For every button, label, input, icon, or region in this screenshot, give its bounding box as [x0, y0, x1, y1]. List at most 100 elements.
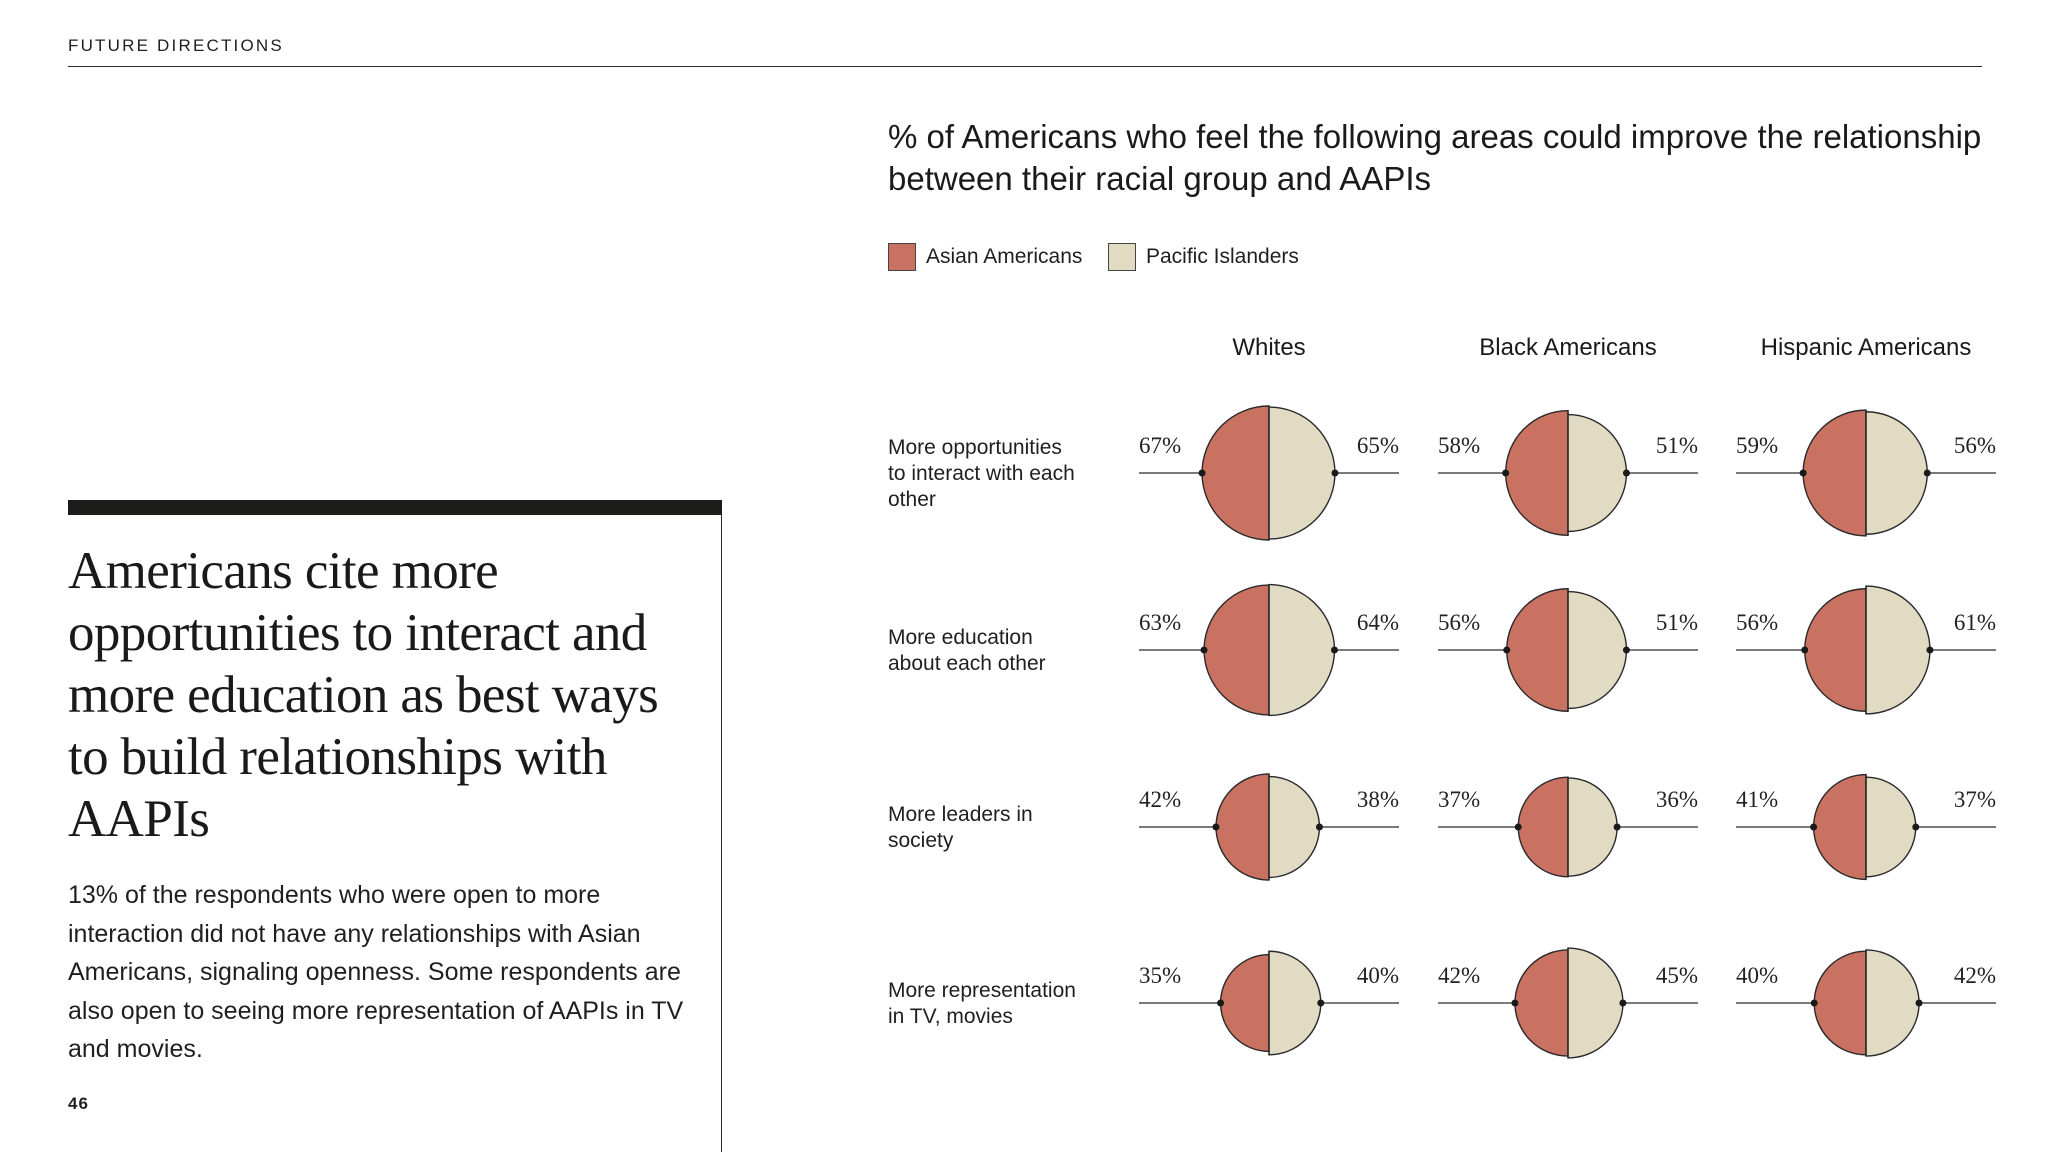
row-label-line: More representation — [888, 979, 1076, 1002]
data-label-pacific: 36% — [1656, 787, 1698, 812]
column-header: Hispanic Americans — [1761, 334, 1972, 361]
legend-swatch-pacific-islanders — [1108, 243, 1136, 271]
half-circle-asian-americans — [1215, 773, 1270, 881]
left-column-divider — [721, 515, 722, 1152]
data-label-asian: 37% — [1438, 787, 1480, 812]
dot-asian — [1217, 999, 1225, 1007]
dot-pacific — [1912, 823, 1920, 831]
dot-asian — [1810, 823, 1818, 831]
data-label-asian: 42% — [1139, 787, 1181, 812]
dot-pacific — [1622, 646, 1630, 654]
dot-pacific — [1317, 999, 1325, 1007]
headline: Americans cite more opportunities to int… — [68, 542, 659, 848]
row-label-line: to interact with each — [888, 462, 1075, 485]
data-label-pacific: 61% — [1954, 610, 1996, 635]
top-divider — [68, 66, 1982, 67]
data-label-pacific: 38% — [1357, 787, 1399, 812]
dot-pacific — [1330, 646, 1338, 654]
dot-pacific — [1926, 646, 1934, 654]
page-number: 46 — [68, 1094, 89, 1113]
row-label-line: other — [888, 488, 936, 511]
data-label-pacific: 65% — [1357, 433, 1399, 458]
data-label-asian: 42% — [1438, 963, 1480, 988]
half-circle-asian-americans — [1514, 949, 1569, 1057]
dot-asian — [1198, 469, 1206, 477]
dot-asian — [1511, 999, 1519, 1007]
dot-pacific — [1619, 999, 1627, 1007]
body-text: 13% of the respondents who were open to … — [68, 881, 684, 1063]
dot-pacific — [1315, 823, 1323, 831]
row-label-line: More opportunities — [888, 436, 1062, 459]
data-label-asian: 35% — [1139, 963, 1181, 988]
data-label-pacific: 51% — [1656, 610, 1698, 635]
data-label-pacific: 40% — [1357, 963, 1399, 988]
dot-pacific — [1331, 469, 1339, 477]
row-label: More education about each other — [888, 626, 1046, 675]
row-label-line: More education — [888, 626, 1033, 649]
legend-item-asian-americans: Asian Americans — [888, 243, 1082, 271]
half-circle-asian-americans — [1506, 588, 1569, 712]
legend-swatch-asian-americans — [888, 243, 916, 271]
data-label-asian: 41% — [1736, 787, 1778, 812]
legend-item-pacific-islanders: Pacific Islanders — [1108, 243, 1299, 271]
dot-pacific — [1622, 469, 1630, 477]
dot-asian — [1801, 646, 1809, 654]
half-circle-pacific-islanders — [1567, 590, 1627, 710]
half-circle-asian-americans — [1201, 405, 1270, 541]
headline-accent-bar — [68, 500, 722, 515]
data-label-pacific: 42% — [1954, 963, 1996, 988]
row-label-line: society — [888, 829, 954, 852]
dot-asian — [1810, 999, 1818, 1007]
row-label: More representation in TV, movies — [888, 979, 1076, 1028]
data-label-asian: 56% — [1736, 610, 1778, 635]
dot-pacific — [1613, 823, 1621, 831]
section-label: FUTURE DIRECTIONS — [68, 36, 284, 55]
dot-asian — [1514, 823, 1522, 831]
dot-asian — [1212, 823, 1220, 831]
half-circle-pacific-islanders — [1865, 776, 1917, 878]
half-circle-asian-americans — [1504, 409, 1569, 537]
legend-label-asian-americans: Asian Americans — [926, 245, 1083, 268]
dot-asian — [1503, 646, 1511, 654]
half-circle-pacific-islanders — [1268, 950, 1322, 1056]
dot-asian — [1502, 469, 1510, 477]
data-label-pacific: 51% — [1656, 433, 1698, 458]
half-circle-pacific-islanders — [1268, 583, 1336, 717]
data-label-asian: 40% — [1736, 963, 1778, 988]
data-label-pacific: 64% — [1357, 610, 1399, 635]
legend-label-pacific-islanders: Pacific Islanders — [1146, 245, 1299, 268]
column-header: Black Americans — [1479, 334, 1656, 361]
dot-pacific — [1915, 999, 1923, 1007]
half-circle-asian-americans — [1802, 409, 1867, 537]
data-label-pacific: 45% — [1656, 963, 1698, 988]
row-label-line: about each other — [888, 652, 1046, 675]
data-label-pacific: 37% — [1954, 787, 1996, 812]
dot-asian — [1799, 469, 1807, 477]
half-circle-pacific-islanders — [1567, 947, 1624, 1059]
chart-title: % of Americans who feel the following ar… — [888, 118, 1982, 197]
dot-asian — [1200, 646, 1208, 654]
data-label-pacific: 56% — [1954, 433, 1996, 458]
row-label: More leaders in society — [888, 803, 1033, 852]
data-label-asian: 63% — [1139, 610, 1181, 635]
half-circle-pacific-islanders — [1865, 411, 1928, 535]
half-circle-pacific-islanders — [1567, 413, 1627, 533]
half-circle-asian-americans — [1813, 950, 1867, 1056]
row-label-line: More leaders in — [888, 803, 1033, 826]
half-circle-asian-americans — [1812, 773, 1867, 881]
data-label-asian: 67% — [1139, 433, 1181, 458]
half-circle-asian-americans — [1219, 953, 1270, 1053]
half-circle-pacific-islanders — [1268, 406, 1336, 540]
data-label-asian: 58% — [1438, 433, 1480, 458]
half-circle-pacific-islanders — [1865, 949, 1920, 1057]
row-label-line: in TV, movies — [888, 1005, 1013, 1028]
dot-pacific — [1923, 469, 1931, 477]
column-header: Whites — [1232, 334, 1305, 361]
half-circle-asian-americans — [1804, 588, 1867, 712]
half-circle-pacific-islanders — [1268, 775, 1321, 879]
data-label-asian: 56% — [1438, 610, 1480, 635]
half-circle-pacific-islanders — [1567, 777, 1618, 877]
half-circle-pacific-islanders — [1865, 585, 1931, 715]
half-circle-asian-americans — [1203, 584, 1270, 716]
